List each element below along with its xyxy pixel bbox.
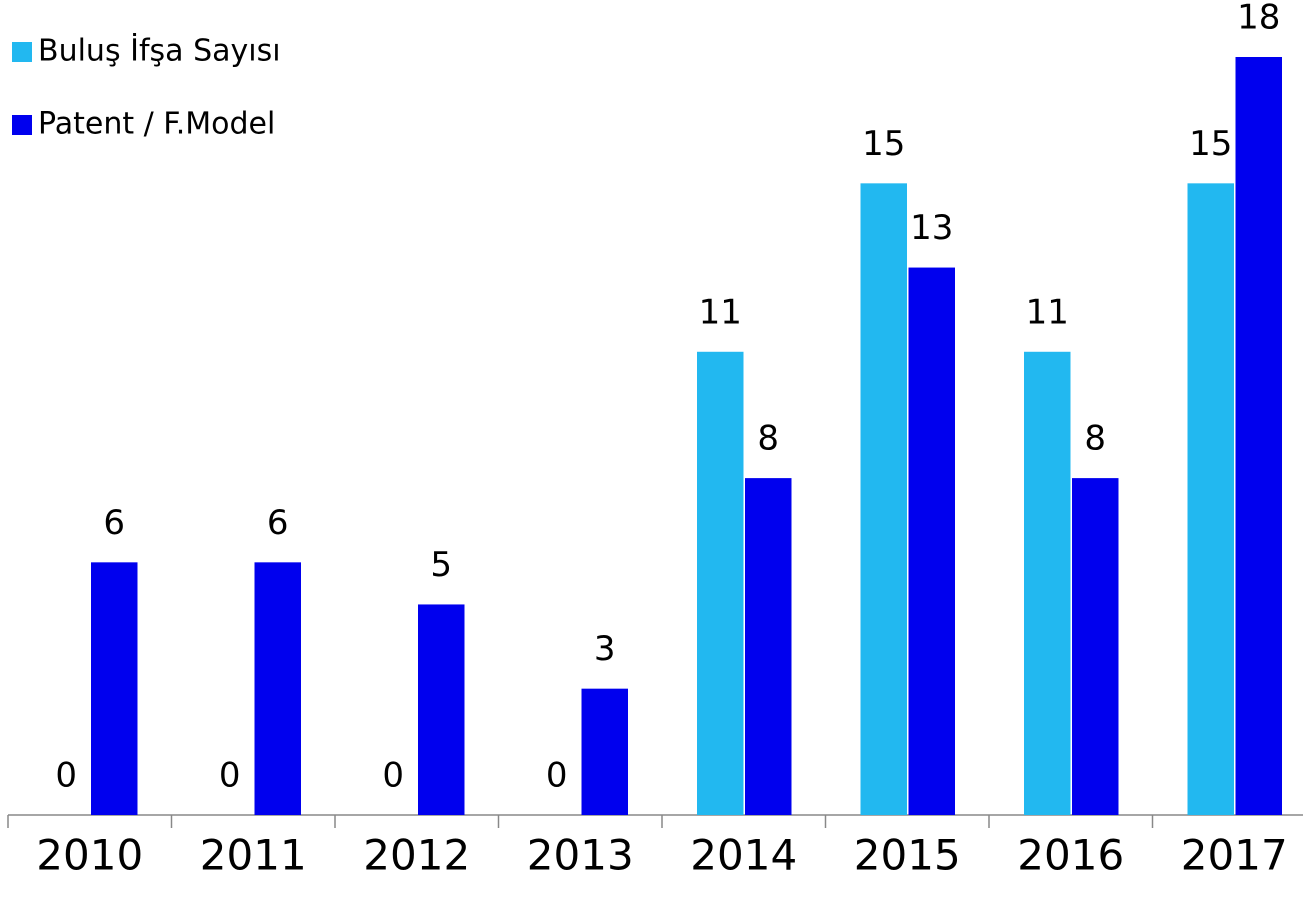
x-tick-label: 2016 — [1017, 831, 1124, 880]
legend-label: Buluş İfşa Sayısı — [38, 33, 281, 69]
x-tick-label: 2012 — [363, 831, 470, 880]
x-tick-label: 2015 — [854, 831, 961, 880]
bar — [91, 562, 138, 815]
bar — [581, 688, 628, 815]
legend-label: Patent / F.Model — [38, 107, 275, 142]
bar — [1235, 57, 1282, 815]
data-label: 18 — [1237, 0, 1280, 38]
data-label: 3 — [594, 629, 616, 669]
data-label: 11 — [699, 292, 742, 332]
data-label: 0 — [546, 756, 568, 796]
x-tick-label: 2013 — [527, 831, 634, 880]
x-tick-label: 2011 — [200, 831, 307, 880]
bar — [908, 267, 955, 815]
data-label: 6 — [103, 503, 125, 543]
data-label: 0 — [382, 756, 404, 796]
data-label: 8 — [757, 419, 779, 459]
x-tick-label: 2010 — [36, 831, 143, 880]
bar — [745, 478, 792, 815]
data-label: 11 — [1026, 292, 1069, 332]
data-label: 5 — [430, 545, 452, 585]
bar — [1024, 351, 1071, 815]
legend-swatch — [12, 115, 32, 135]
x-tick-label: 2017 — [1181, 831, 1288, 880]
bar — [1072, 478, 1119, 815]
bar — [697, 351, 744, 815]
data-label: 8 — [1084, 419, 1106, 459]
legend-swatch — [12, 42, 32, 62]
data-label: 0 — [219, 756, 241, 796]
bar — [418, 604, 465, 815]
data-label: 6 — [267, 503, 289, 543]
bar — [1187, 183, 1234, 816]
bar — [860, 183, 907, 816]
data-label: 13 — [910, 208, 953, 248]
data-label: 0 — [55, 756, 77, 796]
x-tick-label: 2014 — [690, 831, 797, 880]
bar — [254, 562, 301, 815]
data-label: 15 — [1189, 124, 1232, 164]
data-label: 15 — [862, 124, 905, 164]
